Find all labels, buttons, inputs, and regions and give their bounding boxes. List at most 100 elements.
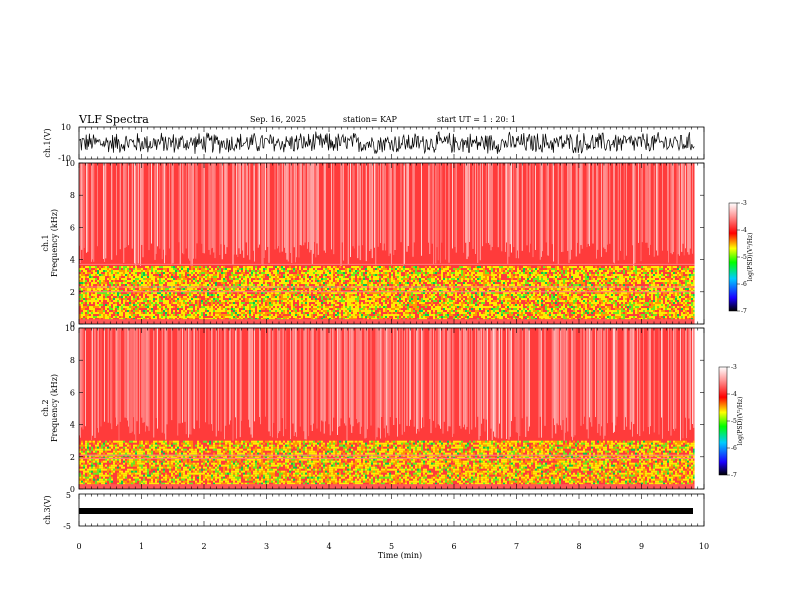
spec-cell (405, 294, 407, 297)
spec-cell (163, 280, 165, 283)
spec-streak (491, 163, 493, 247)
spec-streak (679, 163, 680, 256)
spec-cell (433, 296, 435, 299)
spec-cell (285, 294, 287, 297)
spec-cell (201, 292, 203, 295)
spec-cell (189, 306, 191, 309)
spec-cell (283, 280, 285, 283)
spec-cell (141, 278, 143, 281)
spec-cell (123, 272, 125, 275)
spec-cell (183, 276, 185, 279)
spec-cell (211, 276, 213, 279)
spec-streak (309, 163, 311, 253)
spec-cell (293, 278, 295, 281)
spec-cell (469, 276, 471, 279)
spec-cell (93, 280, 95, 283)
spec-cell (151, 296, 153, 299)
spec-cell (519, 316, 521, 319)
spec-cell (393, 316, 395, 319)
spec-cell (395, 290, 397, 293)
spec-cell (461, 280, 463, 283)
spec-cell (459, 298, 461, 301)
spec-cell (443, 284, 445, 287)
spec-cell (111, 318, 113, 321)
spec-cell (409, 280, 411, 283)
spec-cell (505, 284, 507, 287)
spec-cell (145, 318, 147, 321)
spec-cell (233, 314, 235, 317)
spec-cell (309, 288, 311, 291)
spec-cell (401, 306, 403, 309)
spec-cell (377, 318, 379, 321)
spec-cell (487, 284, 489, 287)
spec-cell (349, 298, 351, 301)
spec-cell (509, 298, 511, 301)
spec-cell (427, 282, 429, 285)
spec-cell (263, 318, 265, 321)
spec-cell (145, 278, 147, 281)
spec-cell (287, 316, 289, 319)
spec-cell (307, 282, 309, 285)
spec-cell (495, 266, 497, 269)
spec-cell (319, 278, 321, 281)
spec-cell (221, 292, 223, 295)
spec-cell (537, 274, 539, 277)
spec-cell (153, 314, 155, 317)
spec-cell (497, 318, 499, 321)
spec-cell (99, 278, 101, 281)
spec-cell (95, 312, 97, 315)
spec-cell (487, 310, 489, 313)
spec-cell (105, 296, 107, 299)
spec-cell (369, 304, 371, 307)
spec-cell (163, 268, 165, 271)
spec-cell (199, 274, 201, 277)
spec-cell (171, 292, 173, 295)
spec-cell (487, 306, 489, 309)
spec-cell (137, 282, 139, 285)
spec-cell (489, 294, 491, 297)
spec-cell (157, 266, 159, 269)
spec-cell (509, 272, 511, 275)
spec-cell (263, 298, 265, 301)
spec-cell (465, 266, 467, 269)
spec-cell (323, 290, 325, 293)
spec-cell (473, 306, 475, 309)
spec-cell (383, 272, 385, 275)
spec-cell (399, 274, 401, 277)
spec-cell (327, 298, 329, 301)
spec-cell (353, 278, 355, 281)
spec-cell (269, 302, 271, 305)
spec-cell (313, 270, 315, 273)
spec-cell (215, 318, 217, 321)
spec-cell (81, 268, 83, 271)
spec-cell (205, 308, 207, 311)
spec-cell (333, 276, 335, 279)
spec-cell (503, 308, 505, 311)
spec-cell (227, 310, 229, 313)
spec-cell (319, 294, 321, 297)
spec-streak (657, 163, 659, 256)
spec-cell (289, 316, 291, 319)
spec-cell (235, 316, 237, 319)
spec-cell (423, 314, 425, 317)
spec-cell (399, 270, 401, 273)
spec-cell (473, 270, 475, 273)
spec-cell (527, 316, 529, 319)
spec-cell (197, 278, 199, 281)
spec-streak (641, 163, 643, 243)
spec-cell (119, 300, 121, 303)
spec-cell (293, 280, 295, 283)
spec-cell (355, 312, 357, 315)
spec-cell (369, 306, 371, 309)
spec-cell (123, 274, 125, 277)
spec-cell (157, 276, 159, 279)
spec-cell (405, 282, 407, 285)
spec-cell (231, 316, 233, 319)
spec-cell (351, 284, 353, 287)
spec-cell (193, 272, 195, 275)
spec-cell (249, 284, 251, 287)
spec-streak (469, 163, 470, 242)
spec-cell (461, 274, 463, 277)
spec-cell (147, 308, 149, 311)
spec-cell (299, 296, 301, 299)
